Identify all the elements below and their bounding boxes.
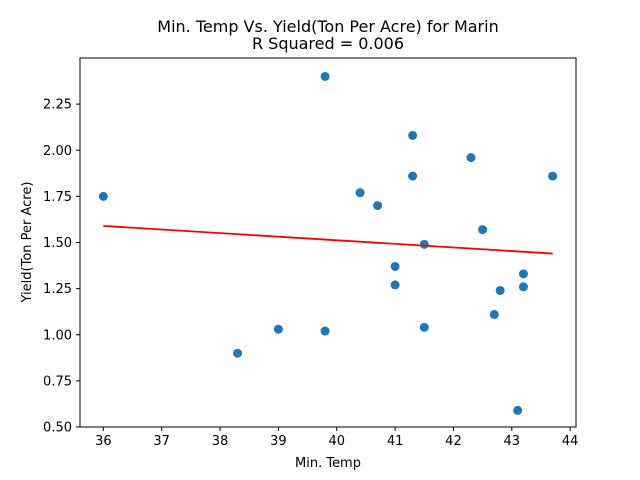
plot-area: 36 37 38 39 40 41 42 43 44 0.50 0.75 1.00 1.25 1.50 1.… [43, 57, 579, 449]
data-point [320, 326, 330, 336]
x-tick-label: 36 [95, 434, 112, 449]
data-point [489, 309, 499, 319]
data-point [373, 201, 383, 211]
chart-subtitle: R Squared = 0.006 [252, 34, 404, 53]
y-tick-label: 1.25 [43, 282, 72, 297]
y-tick-label: 2.25 [43, 98, 72, 113]
data-point [466, 153, 476, 163]
x-tick-label: 40 [328, 434, 345, 449]
y-tick-label: 1.50 [43, 236, 72, 251]
data-point [408, 171, 418, 181]
data-point [478, 225, 488, 235]
data-point [518, 269, 528, 279]
y-axis-label: Yield(Ton Per Acre) [20, 182, 35, 304]
plot-background [80, 58, 576, 427]
y-tick-label: 1.00 [43, 328, 72, 343]
data-point [390, 280, 400, 290]
regression-line [103, 224, 553, 255]
x-axis-label: Min. Temp [295, 456, 361, 471]
data-point [390, 261, 400, 271]
y-tick-label: 0.50 [43, 421, 72, 436]
data-point [98, 191, 108, 201]
data-point [419, 322, 429, 332]
data-point [273, 324, 283, 334]
plot-frame [79, 57, 577, 428]
x-tick-label: 38 [212, 434, 229, 449]
x-tick-label: 37 [153, 434, 170, 449]
chart-title: Min. Temp Vs. Yield(Ton Per Acre) for Ma… [157, 17, 498, 36]
data-point [518, 282, 528, 292]
y-tick-label: 0.75 [43, 374, 72, 389]
x-tick-label: 42 [445, 434, 462, 449]
data-point [355, 188, 365, 198]
x-tick-label: 44 [562, 434, 579, 449]
x-tick-label: 39 [270, 434, 287, 449]
y-tick-label: 2.00 [43, 144, 72, 159]
x-tick-label: 43 [504, 434, 521, 449]
x-tick-label: 41 [387, 434, 404, 449]
data-point [408, 130, 418, 140]
data-point [419, 239, 429, 249]
data-point [320, 71, 330, 81]
data-point [233, 348, 243, 358]
data-point [548, 171, 558, 181]
data-point [513, 405, 523, 415]
data-point [495, 285, 505, 295]
y-tick-label: 1.75 [43, 190, 72, 205]
